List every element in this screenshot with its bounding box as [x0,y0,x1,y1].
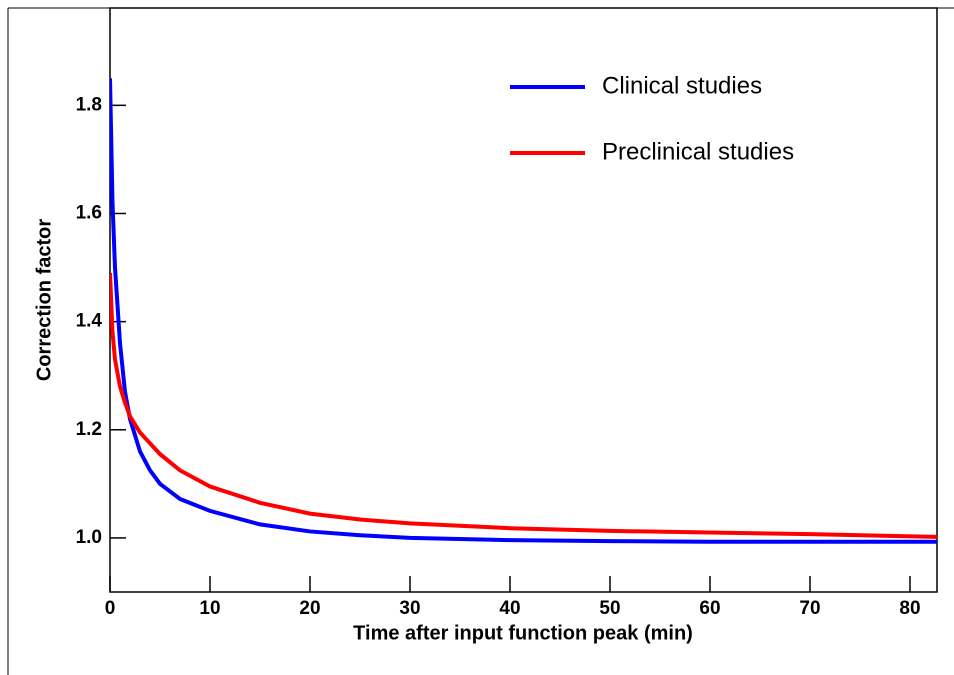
series-line [110,272,937,539]
y-axis-label: Correction factor [33,219,55,381]
x-tick-label: 10 [199,598,220,619]
x-tick-label: 30 [399,598,420,619]
x-tick-label: 20 [299,598,320,619]
plot-area [109,7,938,593]
x-tick-label: 60 [699,598,720,619]
legend-label: Clinical studies [602,72,762,99]
plot-lines [110,78,937,544]
x-tick-label: 80 [899,598,920,619]
x-tick-label: 70 [799,598,820,619]
y-tick-label: 1.4 [76,311,103,332]
y-tick-label: 1.6 [76,202,102,223]
x-tick-label: 0 [105,598,116,619]
y-tick-label: 1.8 [76,94,102,115]
y-tick-label: 1.0 [76,527,102,548]
y-tick-label: 1.2 [76,419,102,440]
x-tick-label: 40 [499,598,520,619]
series-line [110,78,937,544]
x-tick-label: 50 [599,598,620,619]
x-axis-label: Time after input function peak (min) [353,622,693,644]
legend-label: Preclinical studies [602,138,794,165]
